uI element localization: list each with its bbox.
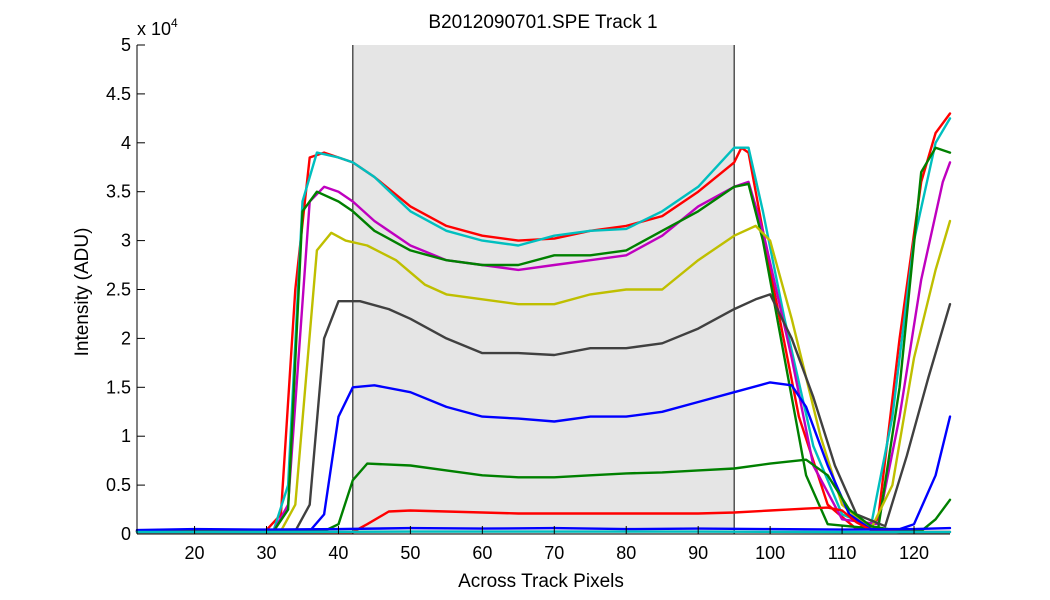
shaded-region-layer <box>352 45 735 534</box>
y-axis-title: Intensity (ADU) <box>72 228 93 357</box>
x-tick-label: 50 <box>400 543 420 563</box>
x-tick-label: 110 <box>828 543 857 563</box>
series-line-5 <box>135 219 952 533</box>
series-line-7 <box>135 381 952 533</box>
y-tick-label: 0.5 <box>106 475 131 495</box>
series-line-8 <box>135 458 952 533</box>
y-exponent-power: 4 <box>171 16 178 30</box>
y-tick-label: 3 <box>121 231 131 251</box>
x-tick-label: 120 <box>899 543 929 563</box>
x-tick-label: 20 <box>185 543 205 563</box>
y-tick-label: 4 <box>121 133 131 153</box>
x-tick-label: 40 <box>328 543 348 563</box>
series-line-6 <box>135 293 952 533</box>
axes-layer: 20 30 40 50 60 70 80 90 100 110 120 0 0.5 1 1.5 2 2.5 3 3.… <box>106 35 950 563</box>
y-exponent-base: x 10 <box>137 19 171 39</box>
y-tick-label: 1 <box>121 426 131 446</box>
y-tick-label: 2.5 <box>106 280 131 300</box>
y-exponent-label: x 104 <box>137 16 178 39</box>
x-tick-label: 30 <box>256 543 276 563</box>
x-tick-label: 80 <box>616 543 636 563</box>
y-tick-label: 4.5 <box>106 84 131 104</box>
x-tick-label: 100 <box>755 543 785 563</box>
y-tick-label: 0 <box>121 524 131 544</box>
x-tick-label: 60 <box>472 543 492 563</box>
x-axis-title: Across Track Pixels <box>458 571 624 592</box>
shaded-region <box>352 45 735 534</box>
chart-title: B2012090701.SPE Track 1 <box>428 12 657 33</box>
y-tick-label: 5 <box>121 35 131 55</box>
y-tick-label: 3.5 <box>106 182 131 202</box>
x-tick-label: 90 <box>688 543 708 563</box>
y-tick-label: 1.5 <box>106 377 131 397</box>
y-tick-label: 2 <box>121 328 131 348</box>
series-line-4 <box>135 146 952 533</box>
series-line-9 <box>135 506 952 534</box>
x-tick-label: 70 <box>544 543 564 563</box>
